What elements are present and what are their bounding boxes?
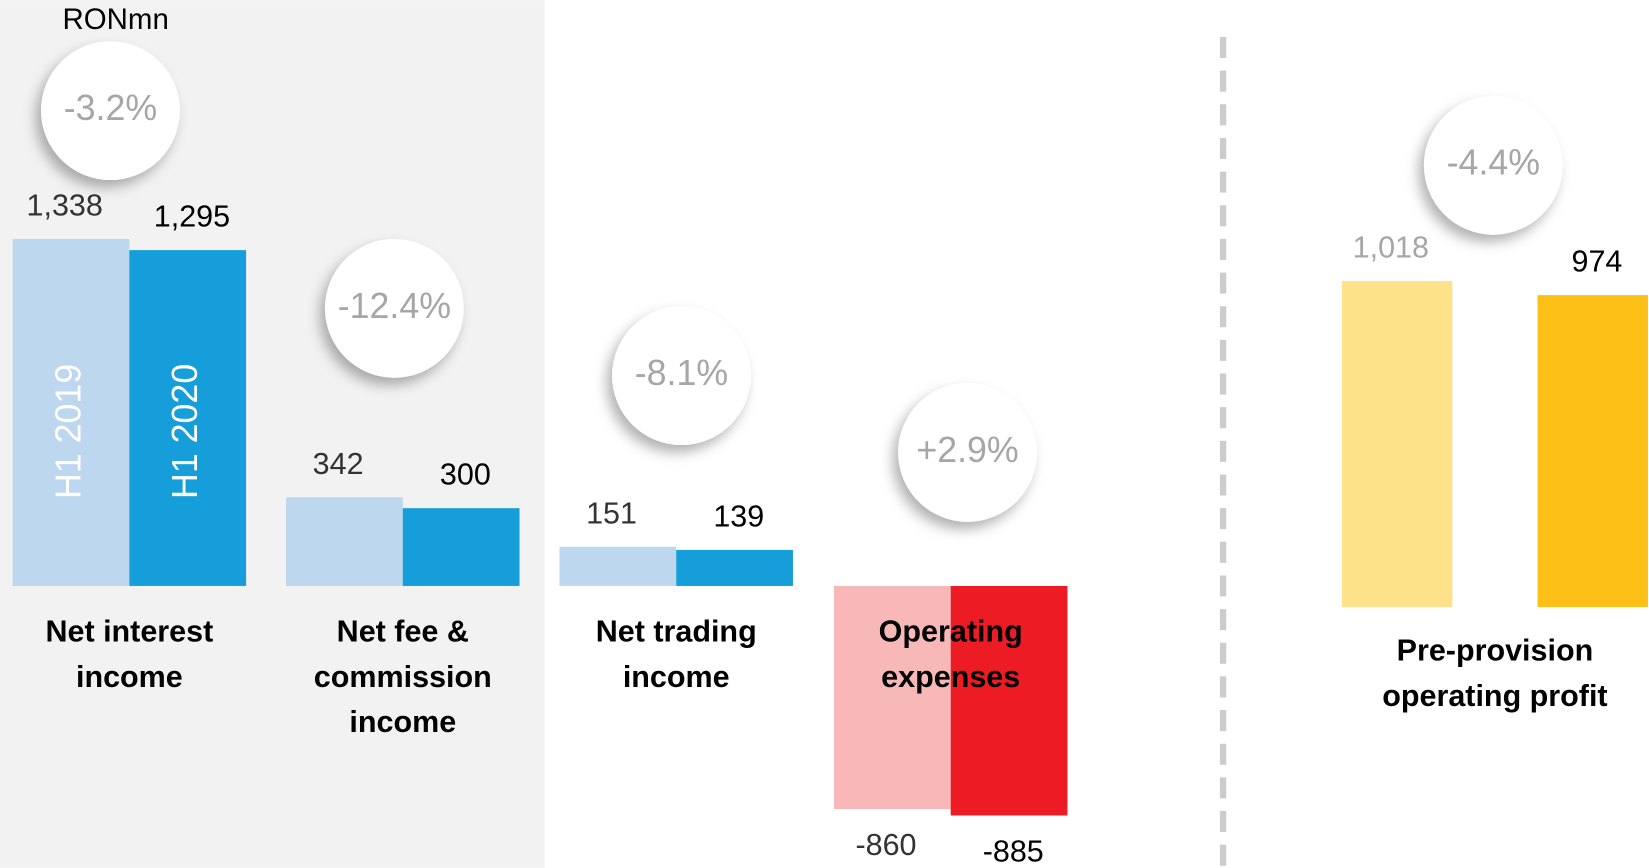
unit-label: RONmn	[63, 3, 169, 36]
bar	[12, 238, 130, 586]
value-label: 300	[440, 458, 491, 492]
category-label: Net fee & commission income	[313, 615, 492, 740]
change-bubble	[41, 41, 180, 181]
bar	[559, 546, 677, 586]
change-bubble	[898, 382, 1037, 522]
category-label-box: Net trading income	[595, 615, 757, 695]
change-label: -8.1%	[635, 353, 728, 393]
series-label: H1 2020	[165, 364, 205, 499]
bar	[286, 497, 403, 586]
value-label: 1,295	[154, 200, 230, 234]
value-label: 1,338	[27, 188, 103, 222]
change-bubble	[324, 238, 464, 378]
category-label-box: Operating expenses	[878, 615, 1023, 695]
value-label: 151	[586, 496, 637, 530]
category-label-box: Net fee & commission income	[313, 615, 492, 740]
change-label: -12.4%	[338, 286, 451, 326]
value-label: 1,018	[1353, 231, 1429, 265]
change-label: -3.2%	[64, 88, 157, 128]
bar	[1537, 295, 1648, 607]
category-label: Net interest income	[45, 615, 214, 695]
bar	[1341, 281, 1453, 607]
change-bubble	[612, 306, 751, 446]
change-bubble	[1423, 95, 1563, 235]
change-label: -4.4%	[1447, 143, 1540, 183]
category-label-box: Net interest income	[45, 615, 214, 695]
value-label: 139	[713, 499, 764, 533]
value-label: 974	[1572, 245, 1623, 279]
bar	[402, 508, 520, 586]
category-label-box: Pre-provision operating profit	[1382, 634, 1608, 714]
change-label: +2.9%	[916, 430, 1018, 470]
value-label: -860	[856, 828, 917, 862]
bar	[950, 585, 1068, 816]
category-label: Net trading income	[595, 615, 757, 695]
bar	[676, 549, 793, 586]
value-label: 342	[313, 447, 364, 481]
value-label: -885	[983, 834, 1044, 868]
bar	[129, 250, 247, 586]
category-label: Operating expenses	[878, 615, 1023, 695]
series-label: H1 2019	[48, 364, 88, 499]
category-label: Pre-provision operating profit	[1382, 634, 1608, 714]
bar	[833, 585, 951, 809]
